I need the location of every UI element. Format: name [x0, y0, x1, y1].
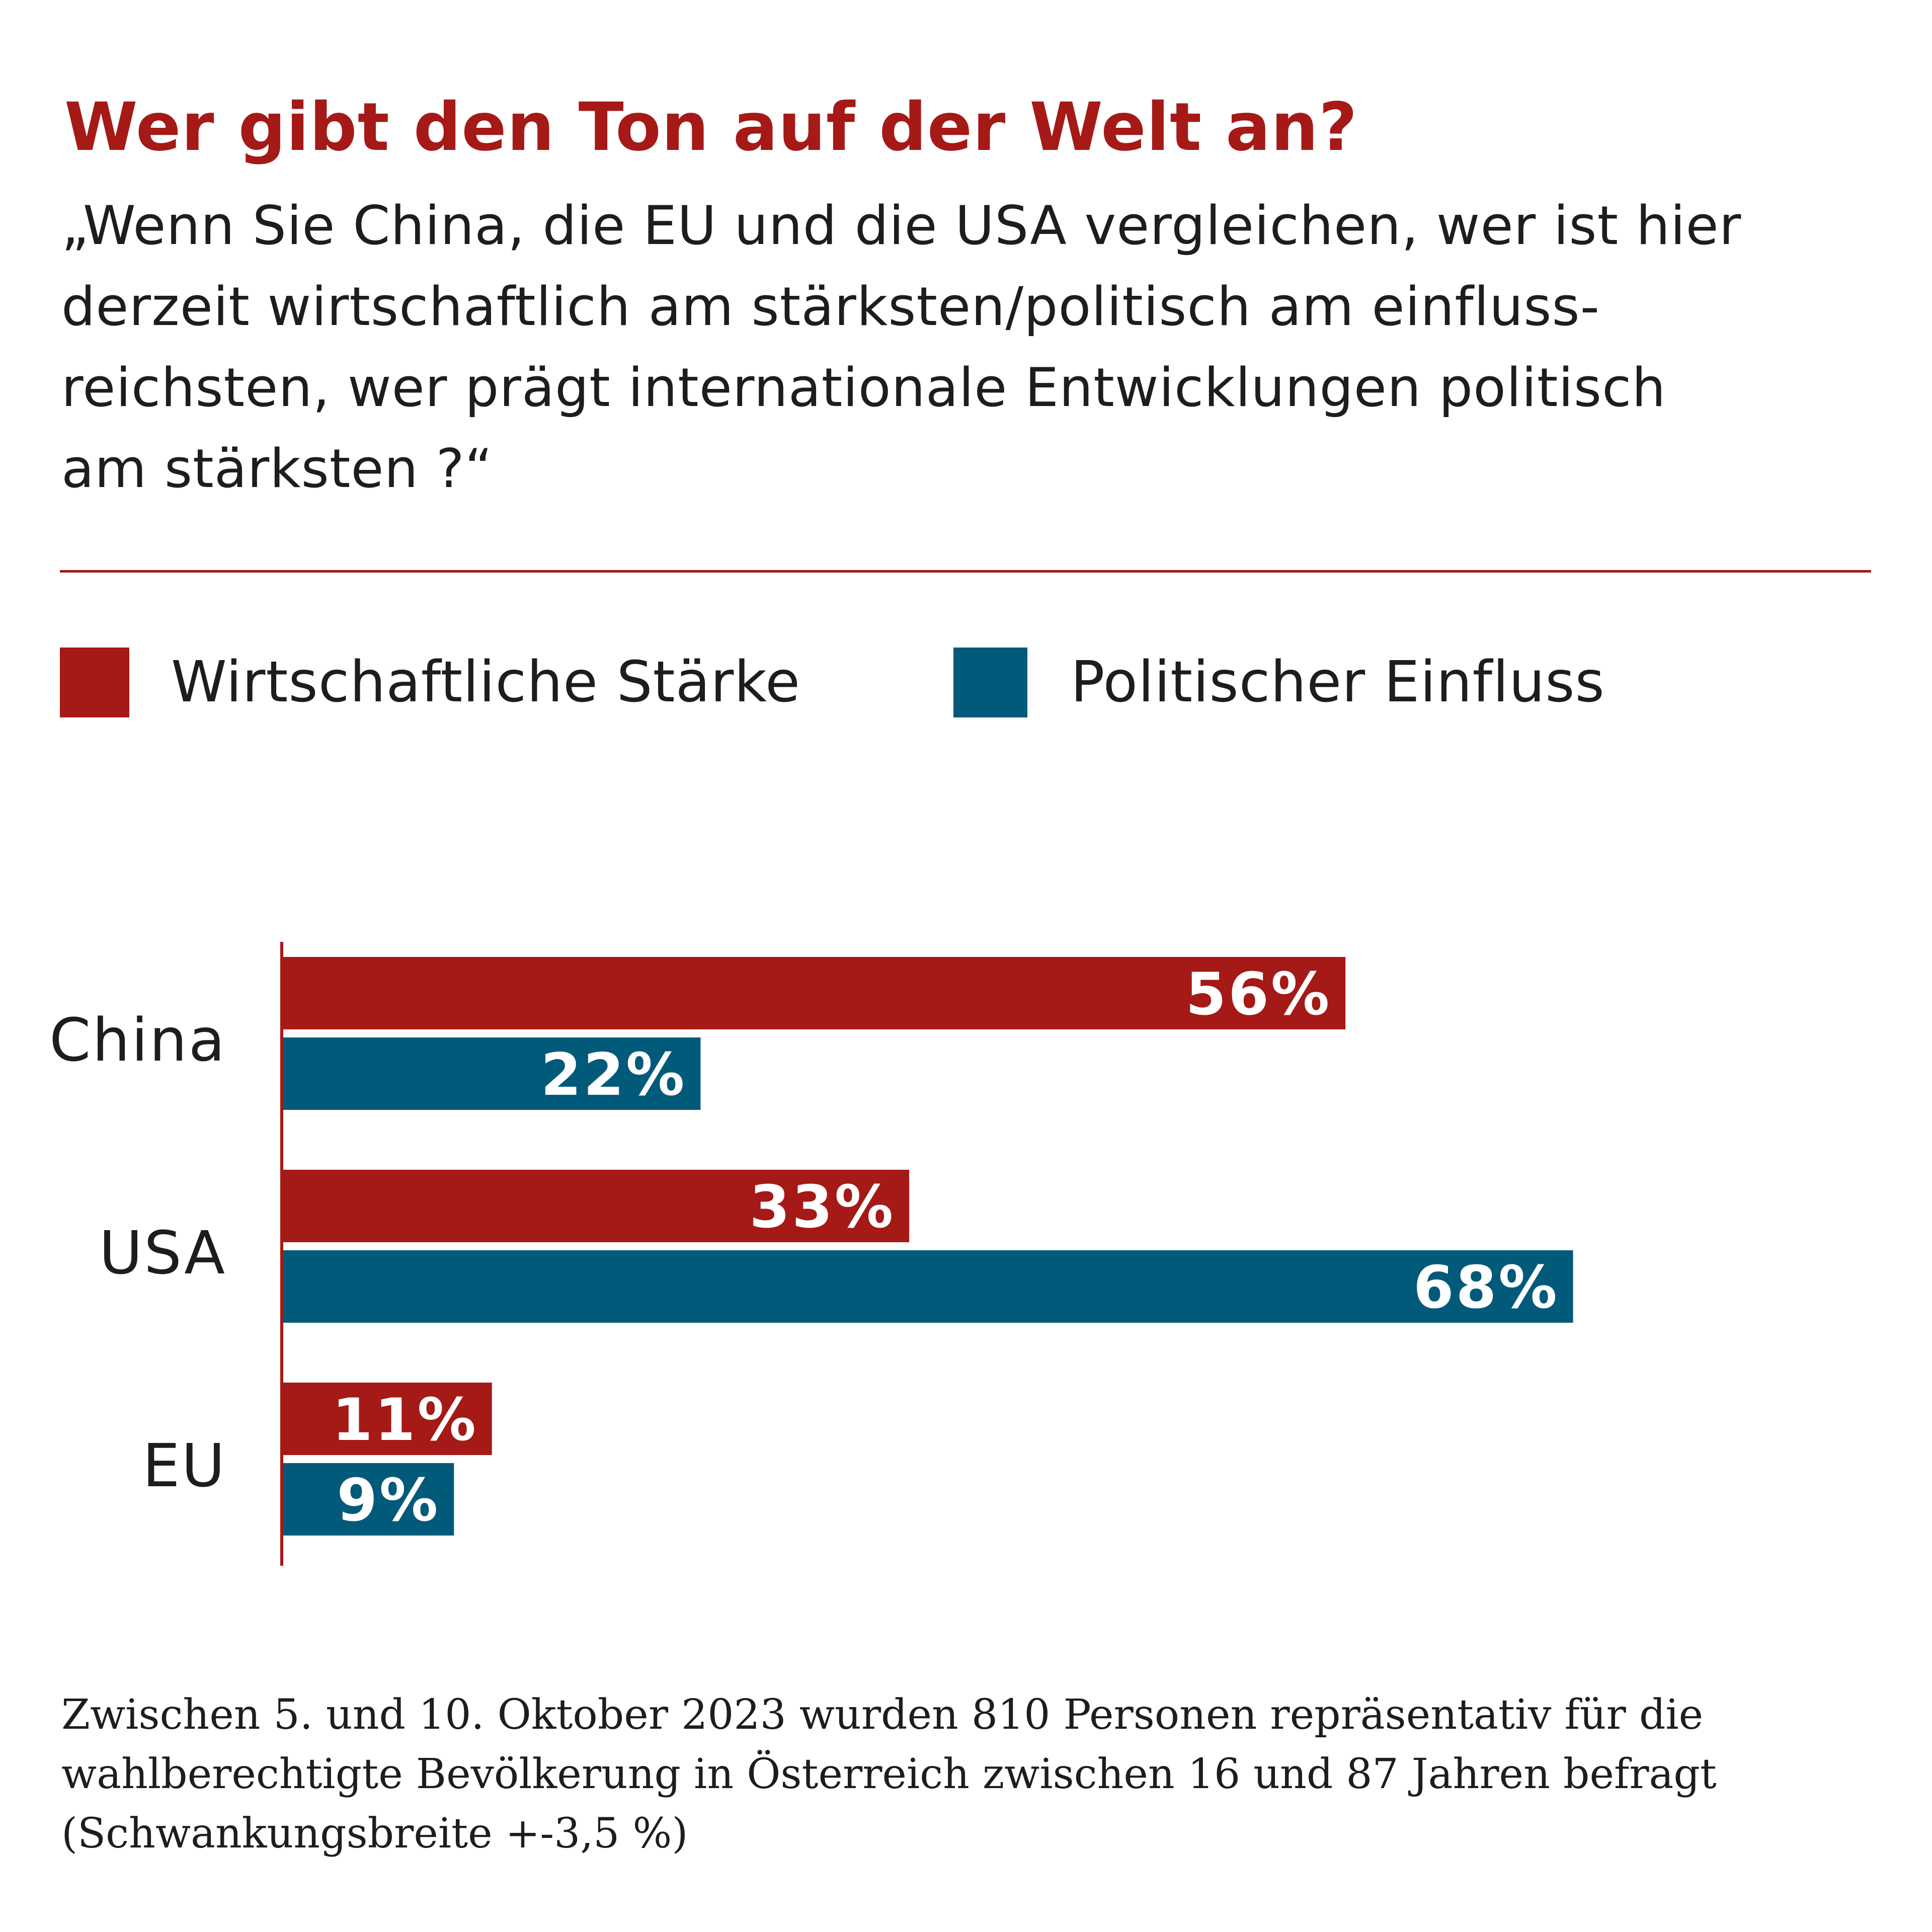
legend-label-wirtschaftliche-staerke: Wirtschaftliche Stärke: [171, 650, 801, 715]
bar-value-label: 11%: [332, 1386, 478, 1454]
bar-value-label: 33%: [749, 1173, 895, 1241]
survey-question-line: derzeit wirtschaftlich am stärksten/poli…: [61, 276, 1600, 338]
bar-china-politischer-einfluss: [283, 1037, 701, 1110]
bar-eu-wirtschaftliche-st-rke: [283, 1383, 492, 1455]
survey-question-line: am stärksten ?“: [61, 438, 493, 500]
bar-china-wirtschaftliche-st-rke: [283, 957, 1346, 1029]
survey-question-line: „Wenn Sie China, die EU und die USA verg…: [61, 195, 1742, 257]
legend-swatch-wirtschaftliche-staerke: [60, 648, 129, 717]
survey-question-line: reichsten, wer prägt internationale Entw…: [61, 357, 1666, 419]
bar-eu-politischer-einfluss: [283, 1463, 454, 1536]
bar-value-label: 68%: [1413, 1254, 1559, 1322]
legend-label-politischer-einfluss: Politischer Einfluss: [1071, 650, 1605, 715]
methodology-footnote: Zwischen 5. und 10. Oktober 2023 wurden …: [61, 1685, 1717, 1864]
footnote-line: (Schwankungsbreite +-3,5 %): [61, 1810, 688, 1858]
bar-usa-wirtschaftliche-st-rke: [283, 1170, 910, 1242]
bar-value-label: 56%: [1186, 960, 1332, 1028]
bar-value-label: 9%: [337, 1467, 440, 1535]
category-label-china: China: [49, 1005, 226, 1075]
bar-usa-politischer-einfluss: [283, 1250, 1573, 1323]
chart-title: Wer gibt den Ton auf der Welt an?: [64, 89, 1358, 166]
y-axis-line: [280, 942, 283, 1566]
divider-rule: [60, 570, 1871, 573]
category-label-usa: USA: [99, 1218, 226, 1287]
legend-swatch-politischer-einfluss: [953, 648, 1027, 717]
survey-question: „Wenn Sie China, die EU und die USA verg…: [61, 185, 1893, 509]
category-label-eu: EU: [142, 1431, 226, 1500]
footnote-line: Zwischen 5. und 10. Oktober 2023 wurden …: [61, 1691, 1704, 1739]
bar-value-label: 22%: [541, 1041, 687, 1109]
footnote-line: wahlberechtigte Bevölkerung in Österreic…: [61, 1750, 1717, 1798]
